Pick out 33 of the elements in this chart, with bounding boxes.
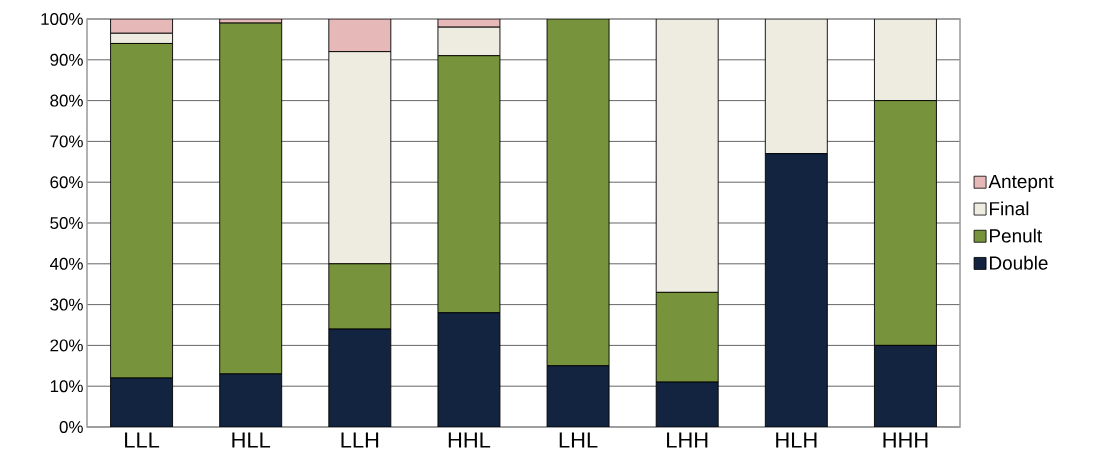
- x-tick-label: LHL: [559, 432, 598, 448]
- bar: [110, 377, 174, 427]
- y-tick-label: 80%: [50, 94, 83, 107]
- bar: [110, 19, 174, 34]
- y-tick-label: 100%: [41, 13, 83, 25]
- y-tick-label: 30%: [50, 298, 83, 311]
- bar: [328, 328, 392, 427]
- y-tick-label: 20%: [50, 339, 83, 352]
- y-tick-label: 60%: [50, 176, 83, 189]
- x-tick-label: HLL: [232, 432, 271, 448]
- bar: [874, 344, 937, 427]
- bar: [764, 153, 828, 427]
- bar: [328, 19, 392, 53]
- y-tick-label: 0%: [59, 421, 83, 433]
- bar: [655, 381, 719, 427]
- x-tick-label: LHH: [667, 432, 708, 448]
- bar: [219, 373, 283, 427]
- x-tick-label: LLH: [341, 432, 379, 448]
- legend-label: Double: [990, 255, 1048, 270]
- x-tick-label: LLL: [125, 432, 160, 448]
- bar: [546, 365, 610, 427]
- x-tick-label: HLH: [776, 432, 817, 448]
- y-tick-label: 50%: [50, 217, 83, 229]
- x-tick-label: HHH: [883, 432, 928, 448]
- x-tick-label: HHL: [448, 432, 491, 448]
- legend-label: Final: [990, 201, 1029, 216]
- legend-label: Antepnt: [988, 174, 1054, 192]
- y-tick-label: 90%: [50, 53, 83, 66]
- y-tick-label: 40%: [49, 257, 83, 270]
- legend-label: Penult: [990, 228, 1042, 243]
- y-tick-label: 10%: [50, 380, 83, 393]
- y-tick-label: 70%: [50, 135, 83, 148]
- bar: [437, 312, 501, 427]
